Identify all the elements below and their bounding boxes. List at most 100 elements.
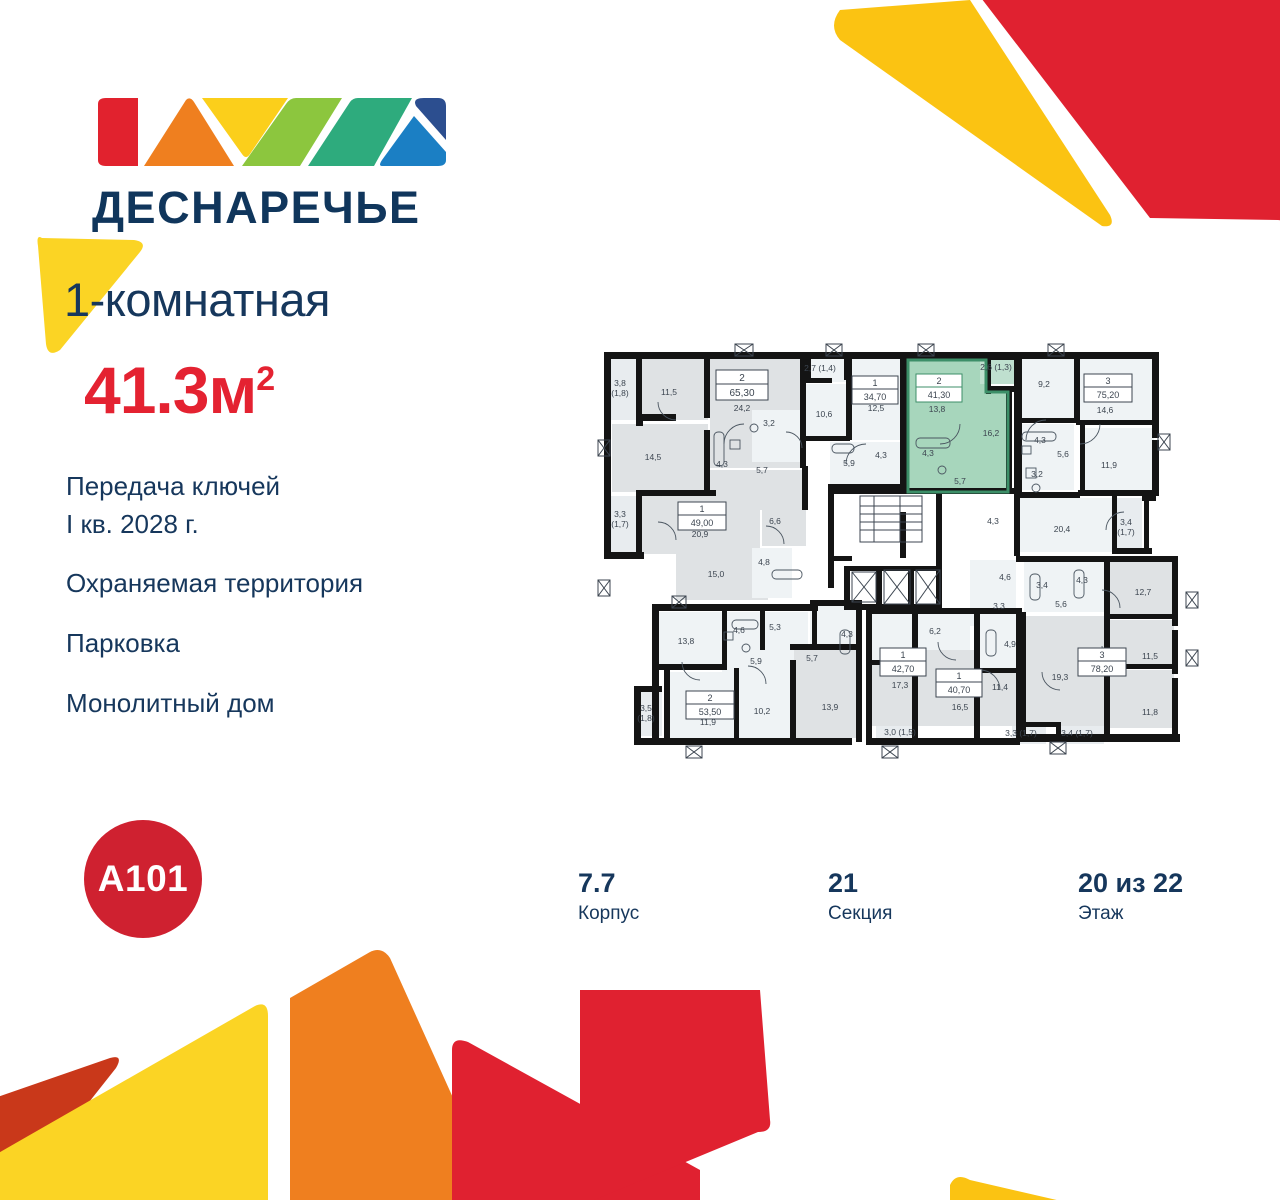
meta-building-label: Корпус — [578, 903, 640, 925]
room-label: 4,3 — [1076, 575, 1088, 585]
room-label: 13,9 — [822, 702, 839, 712]
area-unit: м — [208, 353, 257, 427]
unit-area: 53,50 — [699, 707, 722, 717]
area-value: 41.3 — [84, 353, 209, 427]
room-label: 16,2 — [983, 428, 1000, 438]
unit-label: 2 53,50 — [685, 690, 735, 720]
feature-line1: Парковка — [66, 628, 180, 659]
room-area-labels: 3,8 (1,8) 11,5 24,2 2,7 (1,4) 12,5 13,8 … — [611, 362, 1158, 738]
room-label: 4,9 — [1004, 639, 1016, 649]
meta-building: 7.7 Корпус — [578, 868, 639, 925]
feature-line1: Монолитный дом — [66, 687, 275, 718]
unit-rooms: 1 — [872, 378, 877, 388]
unit-area: 41,30 — [928, 390, 951, 400]
room-label: 20,9 — [692, 529, 709, 539]
room-label: 3,2 — [763, 418, 775, 428]
room-label: 3,2 — [1031, 469, 1043, 479]
unit-rooms: 1 — [699, 504, 704, 514]
room-label: 5,7 — [806, 653, 818, 663]
unit-rooms: 2 — [739, 373, 745, 384]
feature-list: Передача ключей I кв. 2028 г. Охраняемая… — [66, 468, 496, 744]
room-label: 5,3 — [769, 622, 781, 632]
unit-rooms: 3 — [1105, 376, 1110, 386]
room-label: 13,8 — [678, 636, 695, 646]
room-label: 3,8 — [614, 378, 626, 388]
room-label: 4,3 — [875, 450, 887, 460]
fixtures-icon — [713, 423, 1085, 657]
room-label: 15,0 — [708, 569, 725, 579]
room-label: 17,3 — [892, 680, 909, 690]
room-label: 11,4 — [992, 682, 1008, 692]
room-label: 11,9 — [700, 717, 716, 727]
meta-floor: 20 из 22 Этаж — [1078, 868, 1183, 925]
room-label: 3,3 (1,7) — [1005, 728, 1037, 738]
room-label: 4,3 — [841, 629, 853, 639]
unit-area: 65,30 — [729, 388, 754, 399]
unit-rooms: 3 — [1099, 650, 1104, 660]
brand-name: ДЕСНАРЕЧЬЕ — [92, 182, 421, 233]
room-label: 20,4 — [1054, 524, 1071, 534]
unit-label: 2 65,30 — [715, 369, 769, 401]
room-label: 14,5 — [645, 452, 662, 462]
logo-mark-icon — [98, 98, 446, 166]
feature-line1: Охраняемая территория — [66, 568, 364, 599]
unit-label: 1 34,70 — [851, 375, 899, 405]
room-label: 5,6 — [1057, 449, 1069, 459]
unit-area: 34,70 — [864, 392, 887, 402]
room-label: 5,6 — [1055, 599, 1067, 609]
apartment-area: 41.3м2 — [84, 352, 275, 428]
room-label: 12,5 — [868, 403, 885, 413]
room-label: 5,7 — [954, 476, 966, 486]
room-label: 11,5 — [1142, 651, 1158, 661]
room-label: 24,2 — [734, 403, 751, 413]
page-title: 1-комнатная — [64, 273, 330, 326]
room-label: 5,7 — [756, 465, 768, 475]
room-label: 6,2 — [929, 626, 941, 636]
highlighted-unit-outline — [906, 358, 1010, 494]
feature-line1: Передача ключей — [66, 471, 281, 501]
unit-label-highlighted: 2 41,30 — [915, 373, 963, 403]
room-label: 11,8 — [1142, 707, 1158, 717]
room-label: 4,3 — [1034, 435, 1046, 445]
feature-item: Парковка — [66, 625, 496, 663]
unit-rooms: 2 — [936, 376, 941, 386]
room-label: 13,8 — [929, 404, 946, 414]
door-swings-icon — [657, 401, 1125, 691]
room-label: 11,9 — [1101, 460, 1117, 470]
room-sublabel: (1,8) — [611, 388, 629, 398]
unit-rooms: 2 — [707, 693, 712, 703]
unit-area: 78,20 — [1091, 664, 1114, 674]
unit-label: 3 75,20 — [1083, 373, 1133, 403]
unit-label: 1 40,70 — [935, 668, 983, 698]
room-label: 4,3 — [716, 459, 728, 469]
feature-item: Охраняемая территория — [66, 565, 496, 603]
unit-area: 42,70 — [892, 664, 915, 674]
room-label: 3,0 (1,5) — [884, 727, 916, 737]
room-label: 10,6 — [816, 409, 833, 419]
room-label: 6,6 — [769, 516, 781, 526]
unit-labels: 2 65,30 1 34,70 2 41,30 — [677, 369, 1133, 720]
unit-area: 40,70 — [948, 685, 971, 695]
meta-floor-label: Этаж — [1078, 903, 1124, 925]
room-sublabel: (1,7) — [1117, 527, 1135, 537]
unit-label: 3 78,20 — [1077, 647, 1127, 677]
room-label: 19,3 — [1052, 672, 1069, 682]
unit-area: 75,20 — [1097, 390, 1120, 400]
room-label: 4,8 — [758, 557, 770, 567]
room-label: 2,6 (1,3) — [980, 362, 1012, 372]
brand-logo: ДЕСНАРЕЧЬЕ — [92, 92, 462, 230]
room-label: 4,6 — [733, 625, 745, 635]
feature-line2: I кв. 2028 г. — [66, 508, 199, 539]
room-label: 9,2 — [1038, 379, 1050, 389]
room-label: 14,6 — [1097, 405, 1114, 415]
room-label: 4,3 — [922, 448, 934, 458]
unit-label: 1 42,70 — [879, 647, 927, 677]
room-label: 3,4 — [1036, 580, 1048, 590]
unit-area: 49,00 — [691, 518, 714, 528]
elevator-shafts-icon — [851, 569, 941, 605]
room-label: 10,2 — [754, 706, 771, 716]
meta-section-value: 21 — [828, 868, 859, 898]
window-markers-icon — [597, 343, 1199, 759]
